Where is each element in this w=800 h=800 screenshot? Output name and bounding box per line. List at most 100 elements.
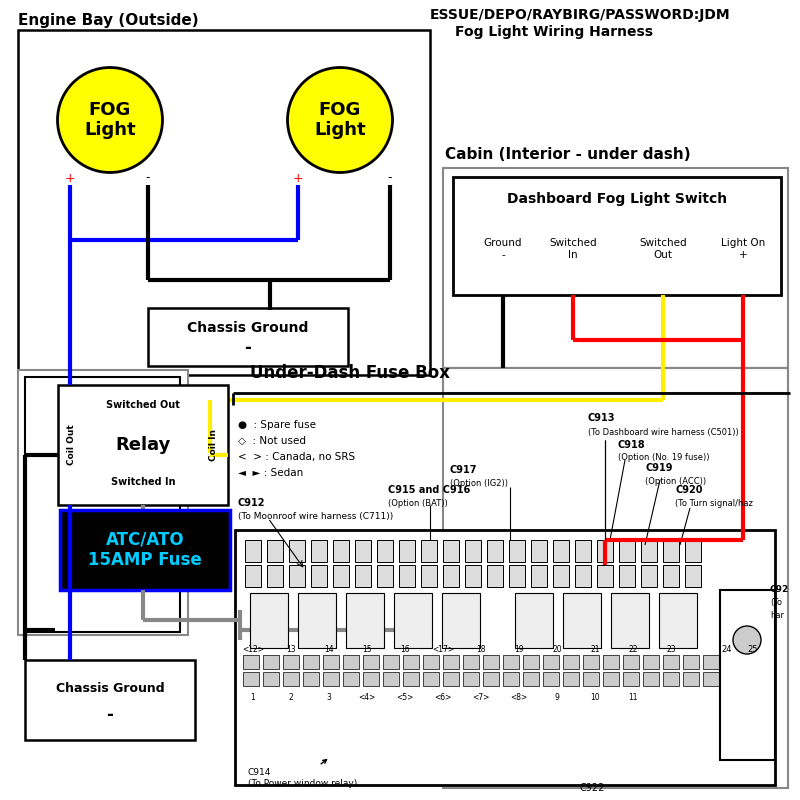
Text: FOG
Light: FOG Light — [84, 101, 136, 139]
Bar — [543, 655, 559, 669]
Bar — [659, 593, 697, 648]
Text: (Option (ACC)): (Option (ACC)) — [645, 477, 706, 486]
Bar — [245, 565, 261, 587]
Bar — [611, 593, 649, 648]
Bar — [263, 655, 279, 669]
Text: <4>: <4> — [358, 694, 376, 702]
Bar — [603, 655, 619, 669]
Bar — [641, 565, 657, 587]
Text: Light On
+: Light On + — [721, 238, 765, 260]
Bar — [563, 593, 601, 648]
Text: C919: C919 — [645, 463, 673, 473]
Bar — [703, 672, 719, 686]
Bar — [346, 593, 384, 648]
Bar — [509, 540, 525, 562]
Bar — [311, 565, 327, 587]
Bar — [311, 540, 327, 562]
Bar — [443, 540, 459, 562]
Bar — [575, 540, 591, 562]
Bar — [503, 655, 519, 669]
Text: har: har — [770, 610, 784, 619]
Text: ESSUE/DEPO/RAYBIRG/PASSWORD:JDM: ESSUE/DEPO/RAYBIRG/PASSWORD:JDM — [430, 8, 730, 22]
Bar — [333, 540, 349, 562]
Bar — [483, 672, 499, 686]
Bar — [355, 540, 371, 562]
Bar — [503, 672, 519, 686]
Bar — [18, 30, 430, 375]
Text: FOG
Light: FOG Light — [314, 101, 366, 139]
Bar — [394, 593, 432, 648]
Bar — [18, 370, 188, 635]
Bar — [619, 565, 635, 587]
Text: 20: 20 — [552, 646, 562, 654]
Text: 21: 21 — [590, 646, 600, 654]
Bar — [399, 540, 415, 562]
Text: -: - — [245, 339, 251, 357]
Bar — [60, 510, 230, 590]
Ellipse shape — [287, 67, 393, 173]
Text: -: - — [106, 706, 114, 724]
Bar — [443, 168, 788, 368]
Text: (To: (To — [770, 598, 782, 607]
Bar — [515, 593, 553, 648]
Text: Switched In: Switched In — [110, 477, 175, 487]
Bar — [363, 672, 379, 686]
Bar — [703, 655, 719, 669]
Bar — [683, 672, 699, 686]
Text: -: - — [388, 171, 392, 185]
Text: (Option (IG2)): (Option (IG2)) — [450, 478, 508, 487]
Bar — [523, 672, 539, 686]
Bar — [355, 565, 371, 587]
Bar — [509, 565, 525, 587]
Bar — [465, 565, 481, 587]
Text: Relay: Relay — [115, 436, 170, 454]
Text: C912: C912 — [238, 498, 266, 508]
Bar — [303, 672, 319, 686]
Text: 3: 3 — [326, 694, 331, 702]
Text: Cabin (Interior - under dash): Cabin (Interior - under dash) — [445, 147, 690, 162]
Text: ●  : Spare fuse: ● : Spare fuse — [238, 420, 316, 430]
Text: Chassis Ground: Chassis Ground — [187, 321, 309, 335]
Bar — [643, 655, 659, 669]
Bar — [685, 540, 701, 562]
Text: +: + — [293, 171, 303, 185]
Text: <7>: <7> — [472, 694, 490, 702]
Text: (To Moonroof wire harness (C711)): (To Moonroof wire harness (C711)) — [238, 511, 394, 521]
Text: C920: C920 — [675, 485, 702, 495]
Bar — [487, 540, 503, 562]
Bar — [575, 565, 591, 587]
Bar — [623, 672, 639, 686]
Text: Ground
-: Ground - — [484, 238, 522, 260]
Bar — [463, 672, 479, 686]
Bar — [333, 565, 349, 587]
Bar — [643, 672, 659, 686]
Bar — [283, 672, 299, 686]
Text: 19: 19 — [514, 646, 524, 654]
Bar — [303, 655, 319, 669]
Ellipse shape — [58, 67, 162, 173]
Text: C922: C922 — [580, 783, 606, 793]
Bar — [58, 385, 228, 505]
Text: <8>: <8> — [510, 694, 528, 702]
Text: 10: 10 — [590, 694, 600, 702]
Bar — [443, 672, 459, 686]
Bar — [289, 540, 305, 562]
Bar — [343, 655, 359, 669]
Bar — [641, 540, 657, 562]
Text: Switched
Out: Switched Out — [639, 238, 687, 260]
Text: C92: C92 — [770, 586, 790, 594]
Bar — [423, 655, 439, 669]
Bar — [25, 660, 195, 740]
Bar — [283, 655, 299, 669]
Bar — [543, 672, 559, 686]
Text: 18: 18 — [476, 646, 486, 654]
Text: ◇  : Not used: ◇ : Not used — [238, 436, 306, 446]
Bar — [263, 672, 279, 686]
Bar — [683, 655, 699, 669]
Bar — [235, 530, 775, 785]
Bar — [442, 593, 480, 648]
Bar — [423, 672, 439, 686]
Bar — [289, 565, 305, 587]
Text: C914
(To Power window relay): C914 (To Power window relay) — [248, 760, 358, 788]
Text: <17>: <17> — [432, 646, 454, 654]
